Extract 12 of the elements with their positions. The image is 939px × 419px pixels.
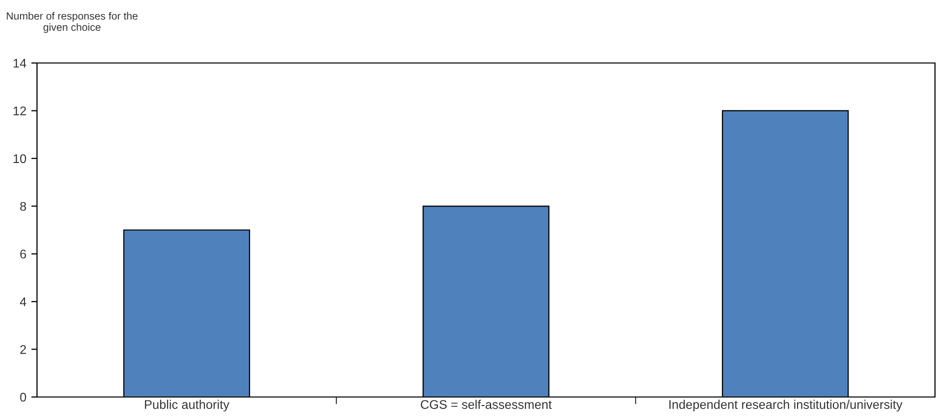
y-tick-label: 10 <box>14 154 26 164</box>
y-tick-label: 14 <box>14 58 26 68</box>
y-tick-label: 12 <box>14 106 26 116</box>
y-tick-label: 0 <box>20 392 26 402</box>
y-tick-label: 2 <box>20 345 26 354</box>
y-tick-label: 6 <box>20 250 26 259</box>
x-tick-label: CGS = self-assessment <box>420 400 552 409</box>
x-tick-label: Public authority <box>144 400 230 412</box>
x-tick-label: Independent research institution/university <box>669 400 902 412</box>
y-axis-title: Number of responses for the given choice <box>6 12 138 33</box>
y-tick-label: 4 <box>20 298 26 306</box>
y-tick-label: 8 <box>20 202 26 211</box>
